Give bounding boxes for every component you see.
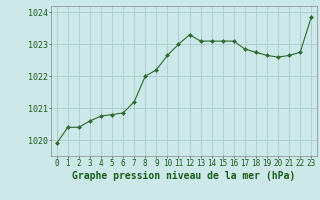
- X-axis label: Graphe pression niveau de la mer (hPa): Graphe pression niveau de la mer (hPa): [72, 171, 296, 181]
